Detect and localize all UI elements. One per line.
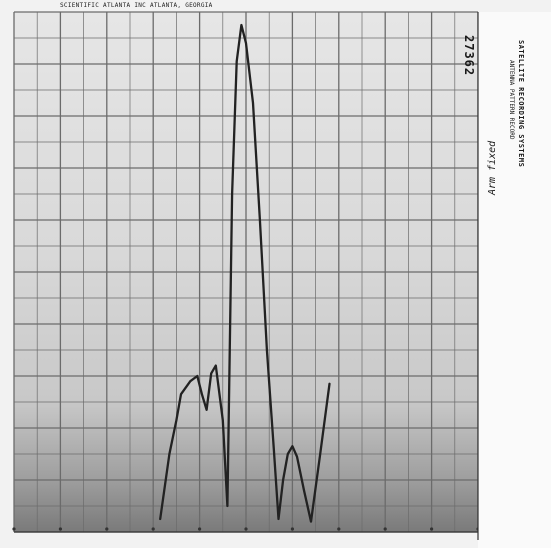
axis-tick: [58, 527, 63, 531]
record-number: 27362: [462, 35, 476, 77]
axis-tick: [12, 527, 16, 531]
axis-tick: [290, 527, 294, 531]
side-strip: [478, 12, 551, 548]
axis-tick: [151, 527, 155, 531]
axis-tick: [198, 527, 202, 531]
axis-tick: [383, 527, 387, 531]
series-line: [159, 23, 331, 523]
side-subtitle: ANTENNA PATTERN RECORD: [508, 60, 515, 140]
side-title: SATELLITE RECORDING SYSTEMS: [517, 40, 525, 168]
grid-lines: [13, 11, 479, 533]
axis-tick: [430, 527, 434, 531]
axis-tick: [337, 527, 341, 531]
axis-tick: [244, 527, 248, 531]
axis-tick: [105, 527, 109, 531]
handwritten-note: Arm fixed: [487, 140, 498, 195]
header-text: SCIENTIFIC ATLANTA INC ATLANTA, GEORGIA: [60, 2, 213, 9]
